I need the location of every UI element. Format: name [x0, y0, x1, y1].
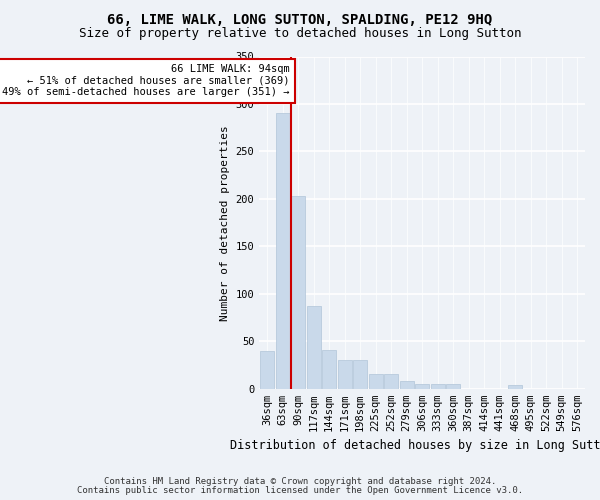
Bar [368, 374, 383, 389]
Bar [508, 385, 522, 389]
Text: 66, LIME WALK, LONG SUTTON, SPALDING, PE12 9HQ: 66, LIME WALK, LONG SUTTON, SPALDING, PE… [107, 12, 493, 26]
Bar [384, 374, 398, 389]
Text: Size of property relative to detached houses in Long Sutton: Size of property relative to detached ho… [79, 28, 521, 40]
Bar [338, 360, 352, 389]
Bar [431, 384, 445, 389]
Text: Contains HM Land Registry data © Crown copyright and database right 2024.: Contains HM Land Registry data © Crown c… [104, 477, 496, 486]
Bar [400, 381, 413, 389]
Bar [353, 360, 367, 389]
Text: 66 LIME WALK: 94sqm
← 51% of detached houses are smaller (369)
49% of semi-detac: 66 LIME WALK: 94sqm ← 51% of detached ho… [2, 64, 290, 98]
Bar [307, 306, 320, 389]
Y-axis label: Number of detached properties: Number of detached properties [220, 125, 230, 320]
Bar [322, 350, 336, 389]
Bar [446, 384, 460, 389]
X-axis label: Distribution of detached houses by size in Long Sutton: Distribution of detached houses by size … [230, 440, 600, 452]
Bar [415, 384, 429, 389]
Bar [275, 114, 290, 389]
Bar [291, 196, 305, 389]
Text: Contains public sector information licensed under the Open Government Licence v3: Contains public sector information licen… [77, 486, 523, 495]
Bar [260, 351, 274, 389]
